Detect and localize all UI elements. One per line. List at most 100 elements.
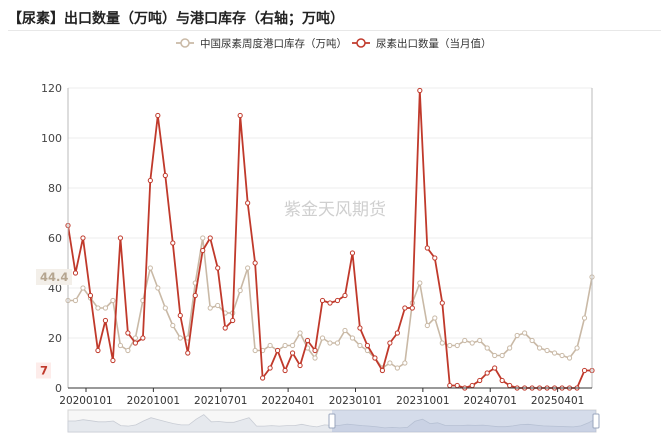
data-point <box>334 340 341 346</box>
data-point <box>200 247 206 254</box>
data-point <box>499 352 505 359</box>
data-point <box>469 382 475 389</box>
data-point <box>200 235 206 241</box>
data-point <box>477 377 483 384</box>
data-point <box>439 340 445 346</box>
legend-item[interactable]: 尿素出口数量（当月值） <box>352 37 492 50</box>
data-point <box>432 255 438 261</box>
data-point <box>282 367 288 374</box>
data-point <box>110 297 116 304</box>
data-point <box>132 335 138 341</box>
data-point <box>72 270 79 276</box>
data-point <box>222 325 228 331</box>
data-point <box>237 287 243 294</box>
x-tick-label: 20231001 <box>396 395 449 407</box>
data-point <box>125 347 131 354</box>
value-labels: 44.47 <box>36 269 72 379</box>
data-point <box>477 337 483 344</box>
data-point <box>102 305 109 311</box>
series-layer <box>65 87 595 391</box>
data-point <box>417 280 423 286</box>
data-point <box>357 342 363 349</box>
data-point <box>252 347 258 354</box>
y-tick-label: 0 <box>55 382 62 395</box>
data-point <box>162 172 168 179</box>
data-point <box>357 325 363 331</box>
data-point <box>544 347 550 354</box>
data-point <box>364 342 371 349</box>
data-point <box>492 365 498 371</box>
data-point <box>140 335 146 341</box>
zoom-handle[interactable] <box>592 413 600 429</box>
legend[interactable]: 中国尿素周度港口库存（万吨） 尿素出口数量（当月值） <box>176 37 492 50</box>
data-point <box>551 350 558 356</box>
data-point <box>80 285 86 291</box>
zoom-handle[interactable] <box>328 413 336 429</box>
data-point <box>267 342 273 349</box>
data-point <box>245 200 251 206</box>
data-point <box>424 245 430 251</box>
data-point <box>417 87 423 94</box>
data-point <box>387 340 393 346</box>
data-point <box>402 360 408 366</box>
data-point <box>327 300 333 306</box>
data-point <box>185 350 191 356</box>
data-point <box>507 382 513 389</box>
watermark: 紫金天风期货 <box>284 200 386 220</box>
data-point <box>267 365 273 371</box>
data-point <box>80 235 86 241</box>
data-point <box>162 305 168 311</box>
data-point <box>439 300 445 306</box>
data-point <box>245 265 251 271</box>
data-point <box>95 305 101 311</box>
value-label: 44.4 <box>40 270 68 284</box>
data-point <box>319 335 326 341</box>
data-point <box>72 297 79 304</box>
legend-marker <box>180 38 190 48</box>
data-point <box>260 375 266 381</box>
data-point <box>581 315 588 321</box>
data-point <box>155 112 161 119</box>
y-tick-label: 60 <box>48 232 62 245</box>
data-point <box>342 292 348 299</box>
legend-label: 中国尿素周度港口库存（万吨） <box>200 37 347 50</box>
data-point <box>334 297 341 304</box>
data-point <box>529 337 535 344</box>
data-point <box>237 112 243 119</box>
data-point <box>215 302 221 309</box>
zoom-slider[interactable] <box>67 409 600 433</box>
data-point <box>117 235 124 241</box>
data-point <box>379 367 385 374</box>
data-point <box>275 347 281 354</box>
data-point <box>394 365 400 371</box>
data-point <box>514 332 520 339</box>
data-point <box>574 345 580 351</box>
legend-label: 尿素出口数量（当月值） <box>376 37 492 50</box>
x-tick-label: 20210701 <box>194 395 247 407</box>
y-tick-label: 120 <box>41 82 62 95</box>
data-point <box>394 330 400 336</box>
zoom-selection[interactable] <box>332 410 596 432</box>
data-point <box>424 322 430 329</box>
data-point <box>402 305 408 311</box>
value-label-box <box>36 269 72 285</box>
data-point <box>454 342 460 349</box>
y-tick-label: 100 <box>41 132 62 145</box>
data-point <box>252 260 258 266</box>
data-point <box>215 265 221 271</box>
data-point <box>447 342 453 349</box>
data-point <box>454 382 460 389</box>
data-point <box>319 297 326 304</box>
data-point <box>432 315 438 321</box>
data-point <box>312 355 318 361</box>
data-point <box>447 382 453 389</box>
legend-item[interactable]: 中国尿素周度港口库存（万吨） <box>176 37 347 50</box>
value-label-box <box>36 362 51 379</box>
y-tick-label: 20 <box>48 332 62 345</box>
value-label: 7 <box>40 364 48 378</box>
data-point <box>469 340 475 346</box>
data-point <box>499 377 505 384</box>
data-point <box>581 367 588 374</box>
data-point <box>117 342 124 349</box>
data-point <box>170 322 176 329</box>
